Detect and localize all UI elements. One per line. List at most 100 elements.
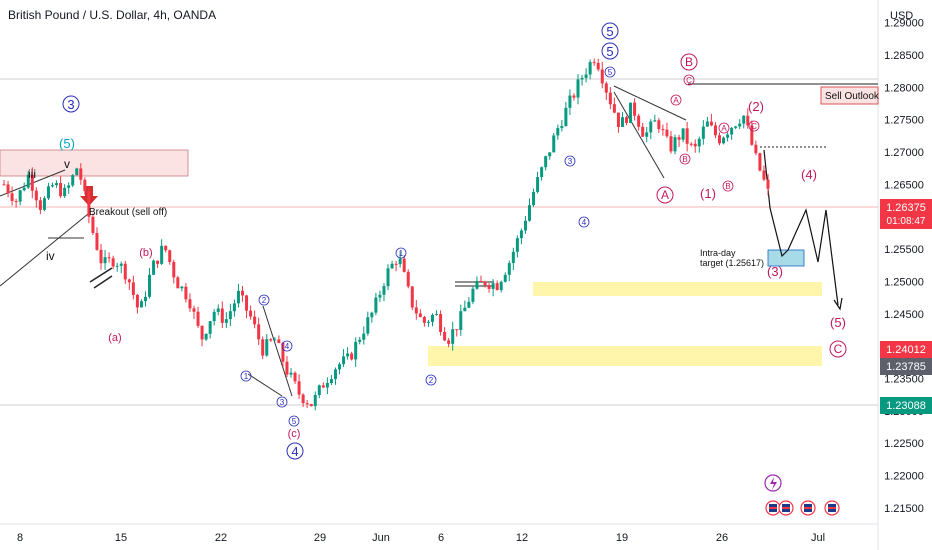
- wave-B-label: B: [685, 55, 693, 69]
- y-tick-label: 1.22500: [884, 438, 924, 450]
- candle-body: [249, 310, 253, 317]
- badge-level-a: 1.24012: [880, 341, 932, 358]
- candle-body: [600, 69, 604, 84]
- currency-label[interactable]: USD: [890, 10, 914, 22]
- x-tick-label: 22: [215, 532, 227, 544]
- y-tick-label: 1.21500: [884, 503, 924, 515]
- x-tick-label: 26: [716, 532, 728, 544]
- y-tick-label: 1.27000: [884, 147, 924, 159]
- candle-body: [301, 394, 305, 404]
- svg-text:5: 5: [606, 24, 613, 39]
- candle-body: [762, 170, 766, 180]
- candle-body: [164, 245, 168, 251]
- candle-body: [730, 127, 734, 135]
- candle-body: [564, 107, 568, 127]
- wave-iii-label: iii: [28, 167, 36, 181]
- candle-body: [629, 102, 633, 123]
- candle-body: [616, 112, 620, 127]
- sub-wave-2: 2: [262, 296, 267, 305]
- badge-current-price: 1.26375: [886, 202, 926, 214]
- candle-body: [152, 260, 156, 275]
- candle-body: [414, 307, 418, 314]
- lightning-icon[interactable]: [764, 474, 782, 492]
- candle-body: [544, 156, 548, 168]
- red-c2-small: C: [751, 122, 757, 131]
- flag-stripe: [769, 507, 777, 509]
- candle-body: [220, 308, 224, 323]
- economic-events[interactable]: [765, 500, 840, 516]
- candle-body: [657, 120, 661, 130]
- candle-body: [6, 184, 10, 194]
- candle-body: [95, 233, 99, 250]
- candle-body: [30, 174, 34, 191]
- candle-body: [459, 311, 463, 330]
- candle-body: [426, 321, 430, 323]
- candle-body: [111, 258, 115, 267]
- yellow-zone-lower: [428, 346, 822, 366]
- candle-body: [374, 297, 378, 313]
- candle-body: [386, 268, 390, 287]
- candle-body: [196, 311, 200, 326]
- candle-body: [188, 299, 192, 309]
- x-tick-label: 6: [438, 532, 444, 544]
- candle-body: [55, 183, 59, 186]
- candle-body: [281, 343, 285, 362]
- candle-body: [495, 283, 499, 291]
- candle-body: [224, 319, 228, 323]
- flag-stripe: [804, 507, 812, 509]
- svg-text:5: 5: [606, 44, 613, 59]
- wave-4-circle: [286, 442, 304, 460]
- wave-v-label: v: [64, 157, 70, 171]
- candle-body: [115, 265, 119, 267]
- y-tick-label: 1.25000: [884, 276, 924, 288]
- candle-body: [475, 281, 479, 289]
- candle-body: [717, 135, 721, 144]
- candle-body: [685, 128, 689, 144]
- candle-body: [556, 128, 560, 136]
- candle-body: [156, 260, 160, 264]
- candle-body: [532, 191, 536, 206]
- y-tick-label: 1.25500: [884, 244, 924, 256]
- candle-body: [540, 167, 544, 178]
- wave-p1-label: (1): [700, 186, 716, 201]
- candle-body: [734, 126, 738, 128]
- wave-p3-label: (3): [767, 264, 783, 279]
- candle-body: [394, 263, 398, 265]
- candle-body: [184, 286, 188, 300]
- candle-body: [758, 153, 762, 171]
- candle-body: [572, 95, 576, 98]
- candle-body: [439, 314, 443, 332]
- sub-wave-4: 4: [285, 342, 290, 351]
- badge-level-b: 1.23785: [880, 358, 932, 375]
- candle-body: [697, 138, 701, 147]
- minor-wave-2: 2: [429, 376, 434, 385]
- candle-body: [418, 313, 422, 318]
- candle-body: [709, 121, 713, 126]
- candle-body: [677, 137, 681, 140]
- minor-wave-3: 3: [568, 157, 573, 166]
- candle-body: [430, 314, 434, 322]
- wave-3-circle: [62, 95, 80, 113]
- sell-outlook-label: Sell Outlook: [825, 91, 880, 102]
- candle-body: [515, 238, 519, 252]
- candle-body: [325, 383, 329, 388]
- stop-mark-b: [93, 275, 113, 289]
- candle-body: [236, 290, 240, 304]
- stop-mark-a: [89, 267, 113, 283]
- candle-body: [463, 307, 467, 312]
- wave-5-top-circle: [601, 22, 619, 40]
- candle-body: [637, 115, 641, 127]
- candle-body: [18, 190, 22, 202]
- candle-body: [511, 251, 515, 264]
- x-axis-ticks: 8 15 22 29 Jun 6 12 19 26 Jul: [17, 532, 825, 544]
- x-tick-label: 8: [17, 532, 23, 544]
- candle-body: [713, 125, 717, 136]
- candle-body: [232, 303, 236, 312]
- candle-body: [604, 83, 608, 93]
- wedge-line-b: [247, 373, 283, 397]
- candle-body: [750, 125, 754, 145]
- candle-body: [596, 62, 600, 70]
- candlesticks: [2, 58, 770, 411]
- candle-body: [451, 329, 455, 344]
